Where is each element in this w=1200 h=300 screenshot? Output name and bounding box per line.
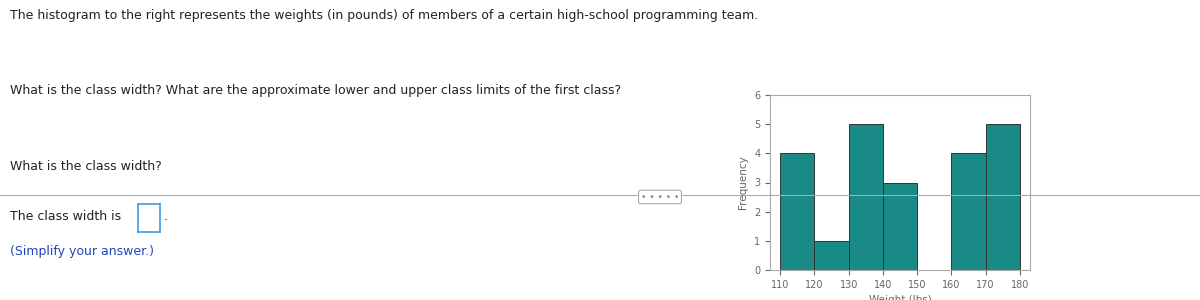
Text: • • • • •: • • • • • [641,193,679,202]
Text: (Simplify your answer.): (Simplify your answer.) [10,245,154,258]
Bar [883,182,917,270]
Bar [848,124,883,270]
Text: The histogram to the right represents the weights (in pounds) of members of a ce: The histogram to the right represents th… [10,9,758,22]
Bar [952,153,985,270]
Text: What is the class width? What are the approximate lower and upper class limits o: What is the class width? What are the ap… [10,84,620,97]
Bar [780,153,815,270]
Bar [815,241,848,270]
Text: .: . [163,210,167,223]
Text: What is the class width?: What is the class width? [10,160,161,173]
Bar [985,124,1020,270]
X-axis label: Weight (lbs): Weight (lbs) [869,295,931,300]
Y-axis label: Frequency: Frequency [738,156,749,209]
Text: The class width is: The class width is [10,210,121,223]
